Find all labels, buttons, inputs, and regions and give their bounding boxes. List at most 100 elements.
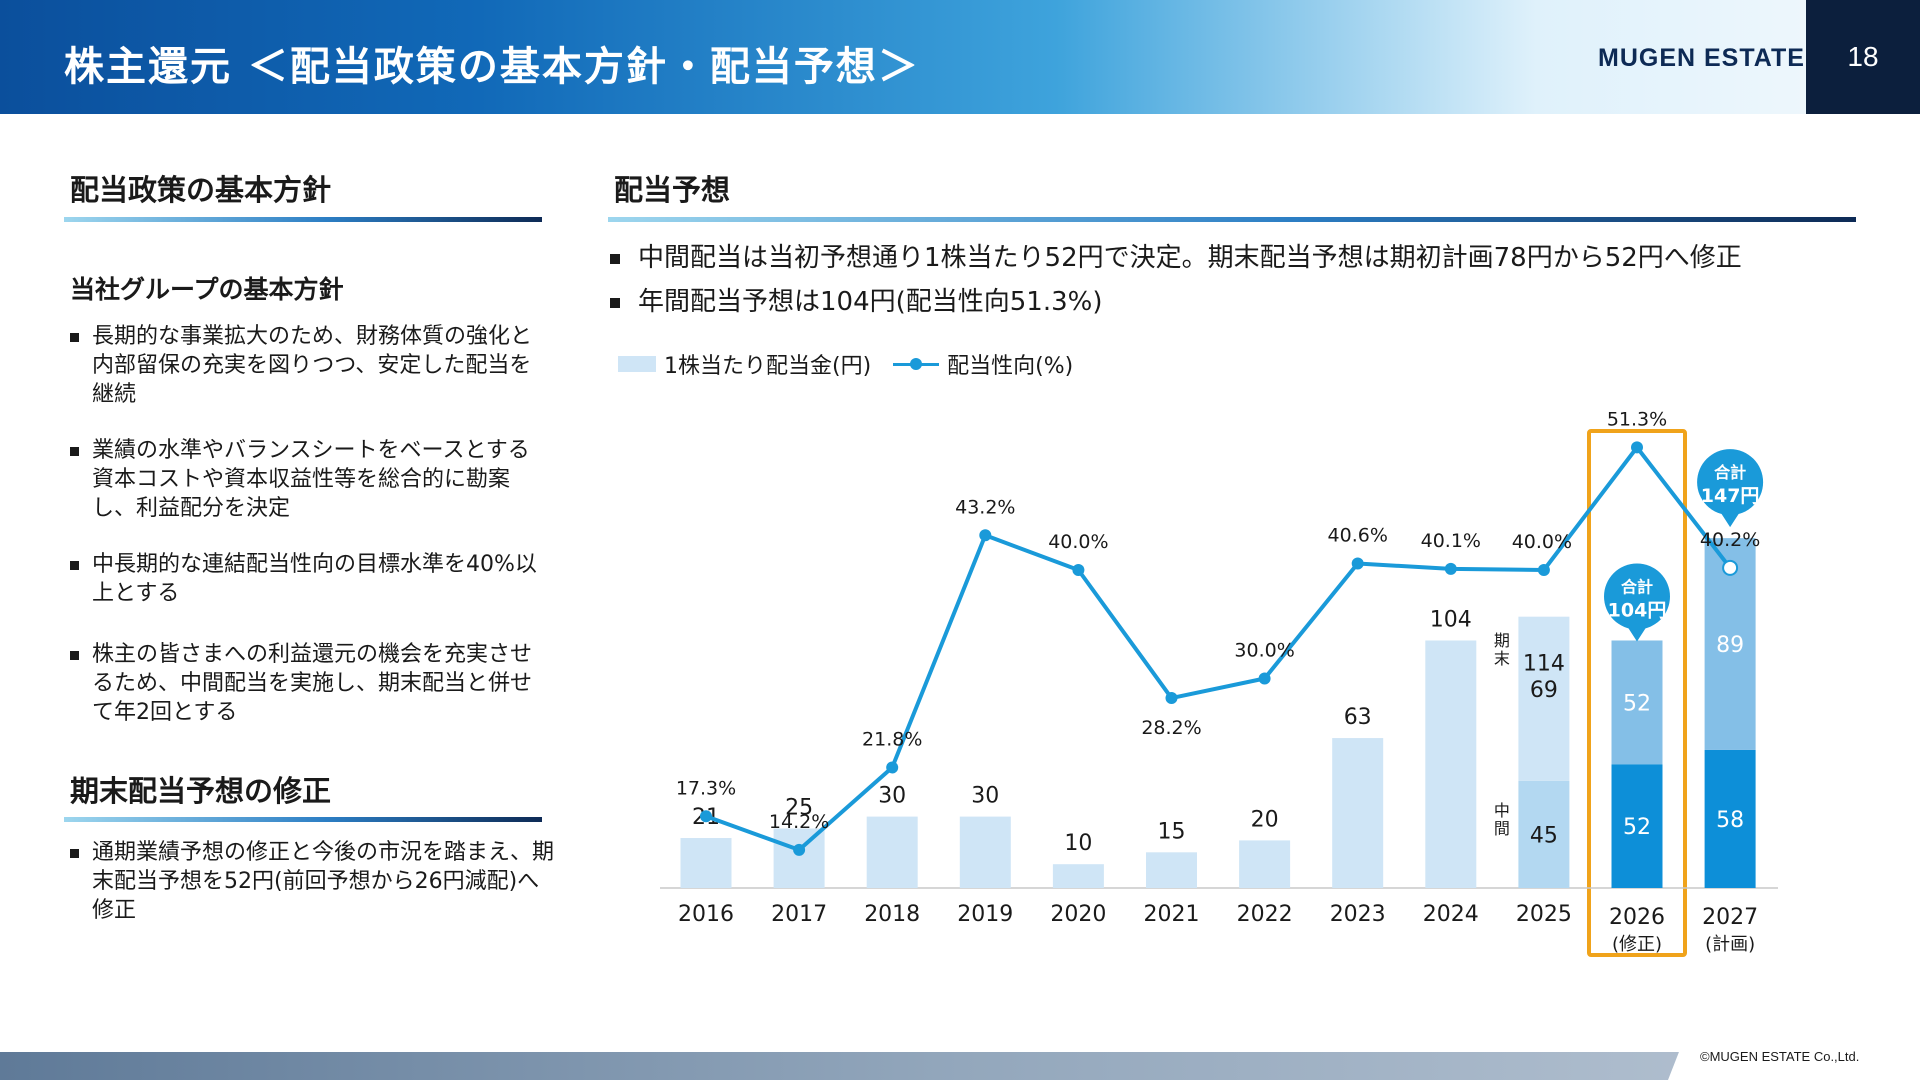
- group-policy-heading: 当社グループの基本方針: [70, 275, 344, 304]
- forecast-heading: 配当予想: [614, 173, 731, 207]
- payout-ratio-point: [1537, 564, 1550, 576]
- payout-ratio-label: 21.8%: [862, 728, 922, 750]
- footer-bar: [0, 1052, 1920, 1080]
- x-tick-label: 2022: [1237, 902, 1293, 927]
- payout-ratio-label: 28.2%: [1141, 717, 1201, 739]
- payout-ratio-label: 14.2%: [769, 811, 829, 833]
- x-tick-label: 2020: [1050, 902, 1106, 927]
- payout-ratio-label: 40.1%: [1421, 530, 1481, 552]
- chart-legend: 1株当たり配当金(円) 配当性向(%): [618, 348, 1073, 380]
- payout-ratio-point: [1444, 562, 1457, 575]
- policy-heading: 配当政策の基本方針: [70, 173, 332, 207]
- x-tick-label: 2019: [957, 902, 1013, 927]
- legend-line-label: 配当性向(%): [947, 354, 1074, 379]
- payout-ratio-point: [1631, 441, 1643, 454]
- revision-item: 通期業績予想の修正と今後の市況を踏まえ、期末配当予想を52円(前回予想から26円…: [70, 838, 560, 925]
- bar-value-label: 30: [878, 784, 906, 809]
- payout-ratio-point: [886, 761, 899, 774]
- bar-value-label: 104: [1430, 607, 1472, 632]
- copyright: ©MUGEN ESTATE Co.,Ltd.: [1700, 1049, 1860, 1064]
- forecast-heading-underline: [608, 217, 1856, 222]
- interim-vertical-label: 間: [1494, 819, 1510, 838]
- year-end-value-label: 52: [1623, 691, 1651, 716]
- interim-value-label: 58: [1716, 808, 1744, 833]
- policy-item: 業績の水準やバランスシートをベースとする資本コストや資本収益性等を総合的に勘案し…: [70, 436, 550, 523]
- x-tick-note: (修正): [1612, 934, 1662, 955]
- payout-ratio-point: [1165, 692, 1178, 705]
- page-number: 18: [1806, 0, 1920, 114]
- dividend-bar: [1052, 864, 1104, 888]
- revision-heading: 期末配当予想の修正: [70, 774, 332, 808]
- total-callout-bubble: [1697, 449, 1764, 516]
- forecast-bullet: 年間配当予想は104円(配当性向51.3%): [610, 280, 1742, 324]
- bar-value-label: 15: [1158, 819, 1186, 844]
- dividend-bar: [680, 838, 732, 888]
- interim-bar: [1518, 780, 1570, 888]
- payout-ratio-point: [1722, 559, 1739, 576]
- interim-bar: [1704, 749, 1756, 888]
- x-tick-label: 2024: [1423, 902, 1479, 927]
- bar-value-label: 30: [971, 784, 999, 809]
- callout-title: 合計: [1714, 463, 1746, 482]
- legend-bar-swatch: [618, 356, 656, 372]
- dividend-bar: [1425, 640, 1477, 888]
- x-tick-label: 2021: [1144, 902, 1200, 927]
- payout-ratio-point: [1072, 564, 1085, 576]
- dividend-bar: [773, 828, 825, 888]
- payout-ratio-point: [1258, 672, 1271, 685]
- year-end-value-label: 69: [1530, 678, 1558, 703]
- year-end-bar: [1611, 640, 1663, 765]
- x-tick-label: 2023: [1330, 902, 1386, 927]
- payout-ratio-label: 43.2%: [955, 496, 1015, 518]
- page-title: 株主還元 ＜配当政策の基本方針・配当予想＞: [64, 44, 920, 90]
- x-tick-label: 2016: [678, 902, 734, 927]
- interim-bar: [1611, 764, 1663, 888]
- payout-ratio-point: [1351, 557, 1364, 570]
- payout-ratio-line: [705, 445, 1732, 852]
- brand-logo: MUGEN ESTATE: [1598, 44, 1805, 72]
- footer-tab: [1668, 1034, 1920, 1080]
- year-end-vertical-label: 末: [1494, 649, 1510, 668]
- bar-value-label: 20: [1251, 807, 1279, 832]
- callout-title: 合計: [1621, 577, 1653, 596]
- legend-line-swatch: [893, 357, 940, 370]
- payout-ratio-label: 40.2%: [1700, 529, 1760, 551]
- payout-ratio-label: 40.0%: [1512, 531, 1572, 553]
- x-tick-label: 2025: [1516, 902, 1572, 927]
- callout-total: 147円: [1701, 485, 1760, 507]
- forecast-bullet: 中間配当は当初予想通り1株当たり52円で決定。期末配当予想は期初計画78円から5…: [610, 236, 1742, 280]
- bar-value-label: 63: [1344, 705, 1372, 730]
- dividend-bar: [1146, 852, 1197, 888]
- policy-item: 中長期的な連結配当性向の目標水準を40%以上とする: [70, 550, 550, 608]
- interim-value-label: 45: [1530, 823, 1558, 848]
- interim-vertical-label: 中: [1494, 801, 1510, 820]
- x-tick-label: 2017: [771, 902, 827, 927]
- forecast-bullets: 中間配当は当初予想通り1株当たり52円で決定。期末配当予想は期初計画78円から5…: [610, 236, 1742, 324]
- payout-ratio-point: [979, 529, 992, 542]
- payout-ratio-label: 17.3%: [676, 777, 736, 799]
- year-end-bar: [1518, 616, 1570, 781]
- payout-ratio-label: 40.0%: [1048, 531, 1108, 553]
- x-tick-note: (計画): [1705, 934, 1755, 955]
- x-tick-label: 2026: [1609, 905, 1665, 930]
- bar-total-label: 114: [1523, 652, 1565, 677]
- payout-ratio-label: 40.6%: [1328, 524, 1388, 546]
- year-end-vertical-label: 期: [1494, 631, 1510, 650]
- policy-list: 長期的な事業拡大のため、財務体質の強化と内部留保の充実を図りつつ、安定した配当を…: [70, 322, 550, 727]
- dividend-bar: [1332, 738, 1384, 888]
- revision-list: 通期業績予想の修正と今後の市況を踏まえ、期末配当予想を52円(前回予想から26円…: [70, 838, 560, 925]
- total-callout-bubble: [1604, 563, 1670, 630]
- policy-item: 株主の皆さまへの利益還元の機会を充実させるため、中間配当を実施し、期末配当と併せ…: [70, 640, 550, 727]
- policy-item: 長期的な事業拡大のため、財務体質の強化と内部留保の充実を図りつつ、安定した配当を…: [70, 322, 550, 409]
- dividend-bar: [959, 816, 1011, 888]
- policy-heading-underline: [64, 217, 542, 222]
- header-bar: 株主還元 ＜配当政策の基本方針・配当予想＞ MUGEN ESTATE: [0, 0, 1920, 114]
- payout-ratio-point: [700, 810, 712, 823]
- payout-ratio-label: 30.0%: [1234, 640, 1294, 662]
- callout-total: 104円: [1608, 599, 1667, 621]
- dividend-bar: [866, 816, 918, 888]
- bar-value-label: 25: [785, 796, 813, 821]
- interim-value-label: 52: [1623, 815, 1651, 840]
- x-tick-label: 2018: [864, 902, 920, 927]
